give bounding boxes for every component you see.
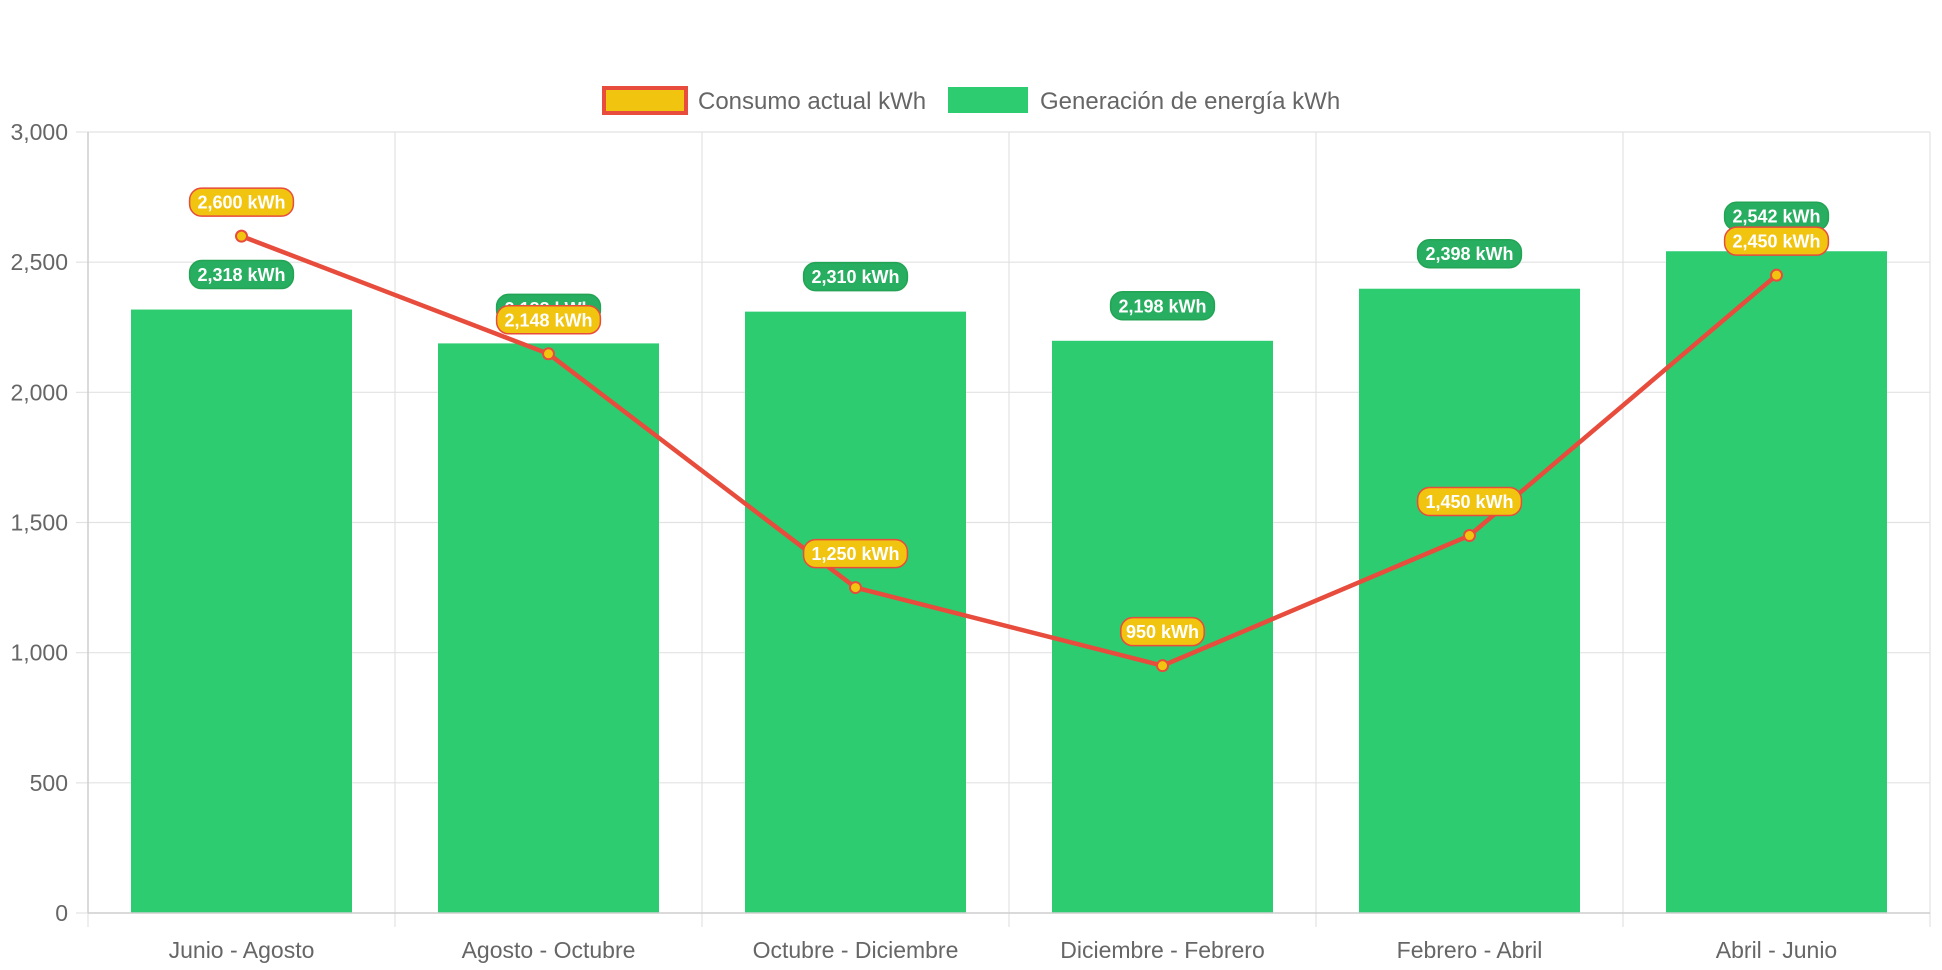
data-label-consumo: 950 kWh [1120,616,1205,647]
point-consumo [542,347,555,361]
data-label-consumo-text: 950 kWh [1126,622,1199,642]
data-label-generacion-text: 2,542 kWh [1732,207,1820,227]
y-tick-label: 1,000 [10,640,68,666]
y-tick-label: 0 [55,900,68,926]
y-tick-label: 500 [30,770,68,796]
x-tick-label: Abril - Junio [1716,937,1837,963]
data-label-consumo-text: 2,148 kWh [504,310,592,330]
data-label-consumo-text: 1,450 kWh [1425,492,1513,512]
x-tick-label: Junio - Agosto [169,937,315,963]
data-label-generacion-text: 2,398 kWh [1425,244,1513,264]
data-label-generacion: 2,318 kWh [188,259,295,290]
data-label-generacion: 2,398 kWh [1416,238,1523,269]
data-label-generacion-bg [1416,238,1523,269]
data-label-generacion-bg [1109,291,1216,321]
data-label-consumo-bg [1120,616,1205,647]
data-label-generacion-bg [802,261,909,292]
data-label-generacion-bg [188,259,295,290]
data-label-consumo-bg [188,187,295,217]
bar-generacion [131,309,352,913]
legend-item-consumo: Consumo actual kWh [602,86,926,115]
data-label-consumo: 1,450 kWh [1416,486,1523,517]
x-tick-label: Febrero - Abril [1397,937,1543,963]
x-tick-label: Octubre - Diciembre [753,937,959,963]
data-label-consumo-bg [802,538,909,569]
data-label-generacion-text: 2,310 kWh [811,267,899,287]
y-tick-label: 3,000 [10,119,68,145]
data-label-consumo: 1,250 kWh [802,538,909,569]
point-consumo [849,581,862,595]
x-tick-label: Agosto - Octubre [462,937,636,963]
legend-item-generacion: Generación de energía kWh [948,87,1340,115]
data-label-consumo-text: 1,250 kWh [811,544,899,564]
data-label-consumo-bg [1723,226,1830,256]
data-label-generacion: 2,310 kWh [802,261,909,292]
legend-label-generacion: Generación de energía kWh [1040,88,1340,115]
data-label-consumo-bg [495,305,602,335]
y-tick-label: 2,500 [10,249,68,275]
legend-label-consumo: Consumo actual kWh [698,88,926,115]
data-label-generacion: 2,542 kWh [1723,201,1830,231]
data-label-consumo-text: 2,600 kWh [197,193,285,213]
bar-generacion [1666,251,1887,913]
data-label-consumo: 2,450 kWh [1723,226,1830,256]
point-consumo [1463,529,1476,543]
point-consumo [1770,268,1783,282]
line-consumo [240,234,1778,668]
data-label-generacion-text: 2,198 kWh [1118,296,1206,316]
point-consumo [1156,659,1169,673]
data-label-generacion-text: 2,318 kWh [197,265,285,285]
data-label-consumo: 2,600 kWh [188,187,295,217]
data-label-consumo: 2,148 kWh [495,305,602,335]
y-tick-label: 1,500 [10,510,68,536]
y-tick-label: 2,000 [10,379,68,405]
bar-generacion [438,343,659,914]
x-tick-label: Diciembre - Febrero [1060,937,1265,963]
data-label-generacion: 2,198 kWh [1109,291,1216,321]
data-label-consumo-text: 2,450 kWh [1732,232,1820,252]
point-consumo [235,229,248,243]
data-label-consumo-bg [1416,486,1523,517]
bar-generacion [1359,288,1580,913]
bar-generacion [745,311,966,913]
legend-swatch-consumo [602,86,688,115]
legend-swatch-generacion [948,87,1028,113]
